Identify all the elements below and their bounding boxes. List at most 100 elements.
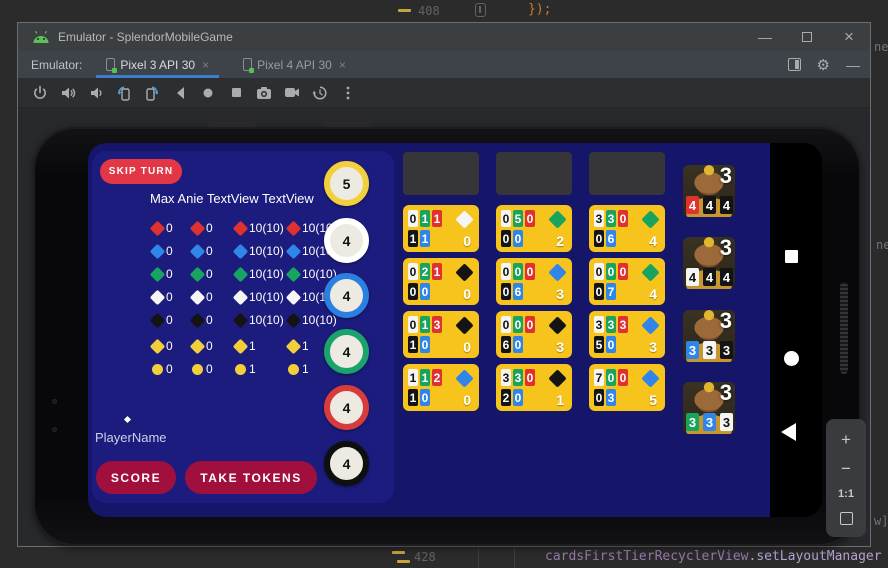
stat-value: 1 [302,339,309,353]
video-icon[interactable] [282,83,302,103]
gem-token[interactable]: 4 [324,441,369,486]
blue-cost-chip: 1 [420,230,430,247]
gem-token[interactable]: 5 [324,161,369,206]
stat-value: 0 [166,362,173,376]
stat-value: 0 [206,244,213,258]
gem-token[interactable]: 4 [324,385,369,430]
green-gem-icon [232,266,249,282]
stat-value: 10(10) [249,244,284,258]
tab-pixel-3-api-30[interactable]: Pixel 3 API 30 × [96,51,219,78]
white-gem-icon [149,289,166,305]
back-icon[interactable] [170,83,190,103]
gem-token[interactable]: 4 [324,273,369,318]
blue-cost-chip: 0 [420,389,430,406]
black-cost-chip: 5 [594,336,604,353]
card-deck-placeholder[interactable] [496,152,572,195]
stat-cell: 0 [189,220,213,236]
stat-cell: 0 [149,266,173,282]
rotate-right-icon[interactable] [142,83,162,103]
black-cost-chip: 3 [720,341,733,359]
blue-cost-chip: 6 [606,230,616,247]
window-titlebar[interactable]: Emulator - SplendorMobileGame — × [18,23,870,51]
blue-gem-icon [641,316,660,335]
black-gem-icon [149,312,166,328]
volume-up-icon[interactable] [58,83,78,103]
card-deck-placeholder[interactable] [403,152,479,195]
power-icon[interactable] [30,83,50,103]
settings-gear-icon[interactable]: ⚙ [816,56,830,74]
green-cost-chip: 0 [606,369,616,386]
tab-label: Pixel 4 API 30 [257,57,332,72]
tab-close-icon[interactable]: × [338,57,346,72]
tab-pixel-4-api-30[interactable]: Pixel 4 API 30 × [233,51,356,78]
black-cost-chip: 0 [408,283,418,300]
overview-icon[interactable] [226,83,246,103]
gutter-fold-icon[interactable] [475,3,486,17]
stat-cell: 10(10) [285,266,337,282]
zoom-ratio-button[interactable]: 1:1 [838,488,854,500]
card-points: 0 [463,233,471,249]
gem-token[interactable]: 4 [324,218,369,263]
stat-cell: 0 [189,289,213,305]
split-window-icon[interactable] [787,58,801,71]
zoom-out-button[interactable]: − [841,459,851,478]
zoom-in-button[interactable]: + [841,430,851,449]
nav-back-button[interactable] [781,423,796,441]
green-cost-chip: 0 [513,263,523,280]
hide-panel-icon[interactable]: — [846,56,860,73]
fit-screen-icon[interactable] [839,512,853,525]
green-gem-icon [641,263,660,282]
stat-cell: 10(10) [232,243,284,259]
green-cost-chip: 3 [606,210,616,227]
black-cost-chip: 1 [408,336,418,353]
gem-token[interactable]: 4 [324,329,369,374]
close-icon[interactable]: × [844,27,854,46]
editor-fragment: ne [874,40,888,54]
minimize-icon[interactable]: — [758,29,772,45]
rotate-left-icon[interactable] [114,83,134,103]
card-deck-placeholder[interactable] [589,152,665,195]
scroll-thumb[interactable] [840,282,848,374]
white-cost-chip: 3 [594,210,604,227]
red-gem-icon [189,220,206,236]
skip-turn-button[interactable]: SKIP TURN [100,159,182,184]
nav-home-button[interactable] [784,351,799,366]
volume-down-icon[interactable] [86,83,106,103]
white-cost-chip: 1 [408,369,418,386]
score-button[interactable]: SCORE [96,461,176,494]
nav-overview-button[interactable] [785,250,798,263]
stat-value: 10(10) [249,267,284,281]
more-icon[interactable] [338,83,358,103]
stat-cell: 0 [189,243,213,259]
tab-close-icon[interactable]: × [202,57,210,72]
camera-icon[interactable] [254,83,274,103]
maximize-icon[interactable] [786,23,828,51]
snapshot-icon[interactable] [310,83,330,103]
home-icon[interactable] [198,83,218,103]
take-tokens-button[interactable]: TAKE TOKENS [185,461,317,494]
